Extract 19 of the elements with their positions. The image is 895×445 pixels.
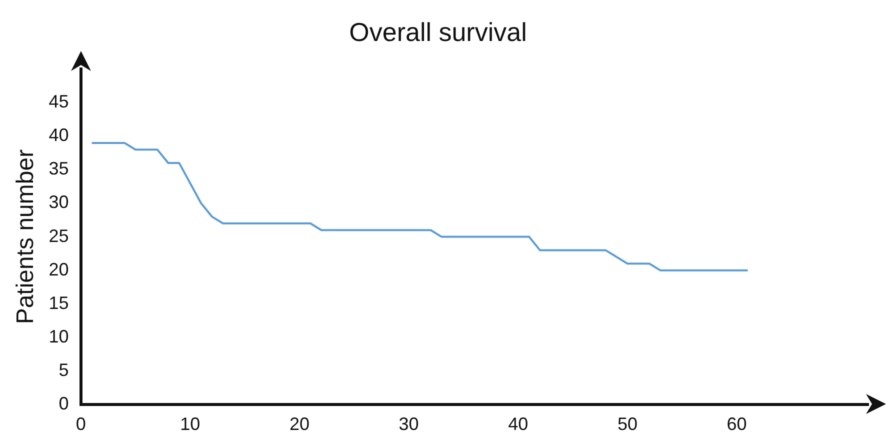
y-tick-label: 15 <box>48 292 69 313</box>
x-tick-label: 30 <box>398 414 419 434</box>
x-tick-label: 50 <box>617 414 638 434</box>
y-tick-label: 25 <box>48 226 69 246</box>
y-tick-label: 35 <box>48 158 69 179</box>
x-tick-label: 10 <box>180 414 200 434</box>
y-axis-title: Patients number <box>12 149 40 324</box>
x-tick-label: 20 <box>289 414 310 434</box>
y-tick-label: 10 <box>48 326 69 346</box>
y-tick-label: 0 <box>58 393 69 414</box>
y-tick-label: 45 <box>48 92 69 112</box>
x-tick-label: 40 <box>508 414 528 434</box>
y-tick-label: 20 <box>48 259 69 280</box>
y-tick-label: 5 <box>58 360 69 380</box>
chart-title: Overall survival <box>349 16 527 47</box>
y-tick-label: 30 <box>48 192 69 212</box>
x-tick-label: 60 <box>726 414 747 434</box>
y-tick-label: 40 <box>48 125 69 146</box>
x-tick-label: 0 <box>76 414 86 434</box>
